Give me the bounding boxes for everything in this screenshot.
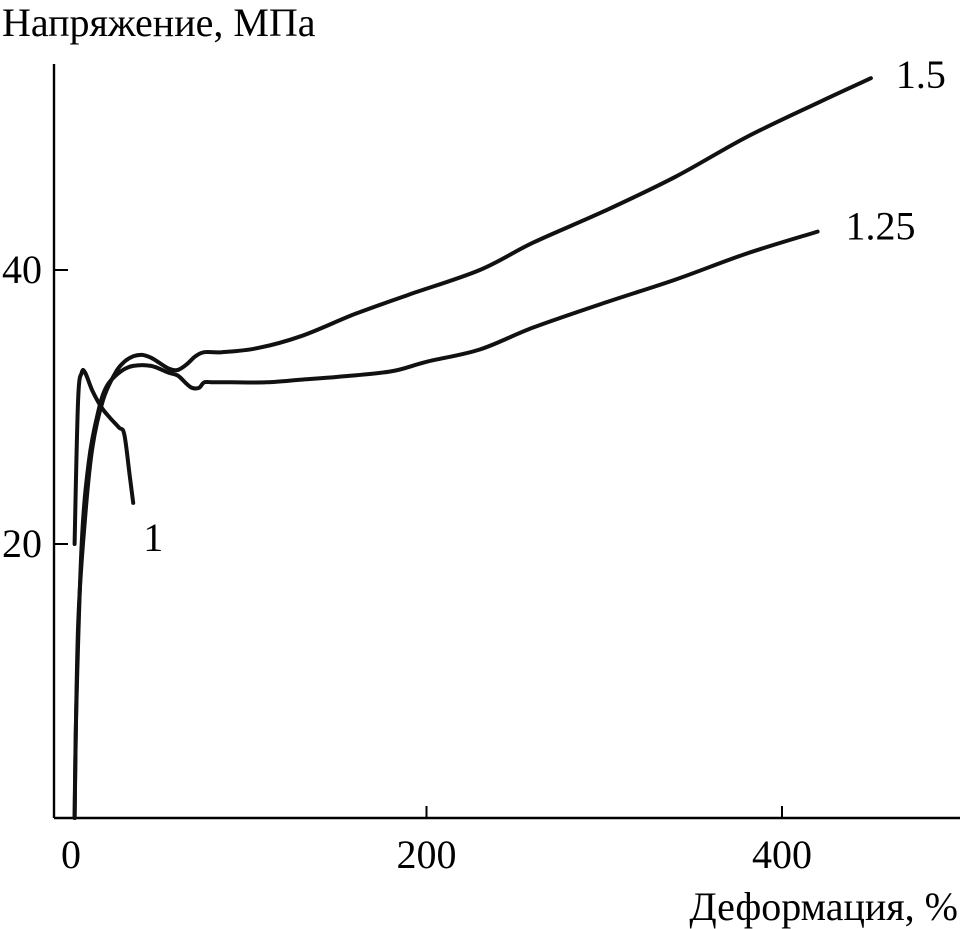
x-ticks: 0 200 400 bbox=[61, 806, 812, 877]
series-label-1: 1 bbox=[143, 515, 163, 560]
series-line-1-25 bbox=[72, 229, 820, 820]
y-tick-label: 20 bbox=[2, 521, 42, 566]
y-tick-label: 40 bbox=[2, 247, 42, 292]
x-tick-label: 0 bbox=[61, 832, 81, 877]
series-layer bbox=[72, 76, 873, 820]
series-labels: 1 1.25 1.5 bbox=[143, 52, 946, 560]
series-line-1-5 bbox=[72, 76, 873, 820]
x-tick-label: 400 bbox=[752, 832, 812, 877]
series-label-1-25: 1.25 bbox=[846, 204, 916, 249]
y-axis-title: Напряжение, МПа bbox=[2, 0, 316, 45]
axes bbox=[52, 64, 960, 820]
x-tick-label: 200 bbox=[397, 832, 457, 877]
x-axis-title: Деформация, % bbox=[689, 884, 958, 929]
series-label-1-5: 1.5 bbox=[896, 52, 946, 97]
